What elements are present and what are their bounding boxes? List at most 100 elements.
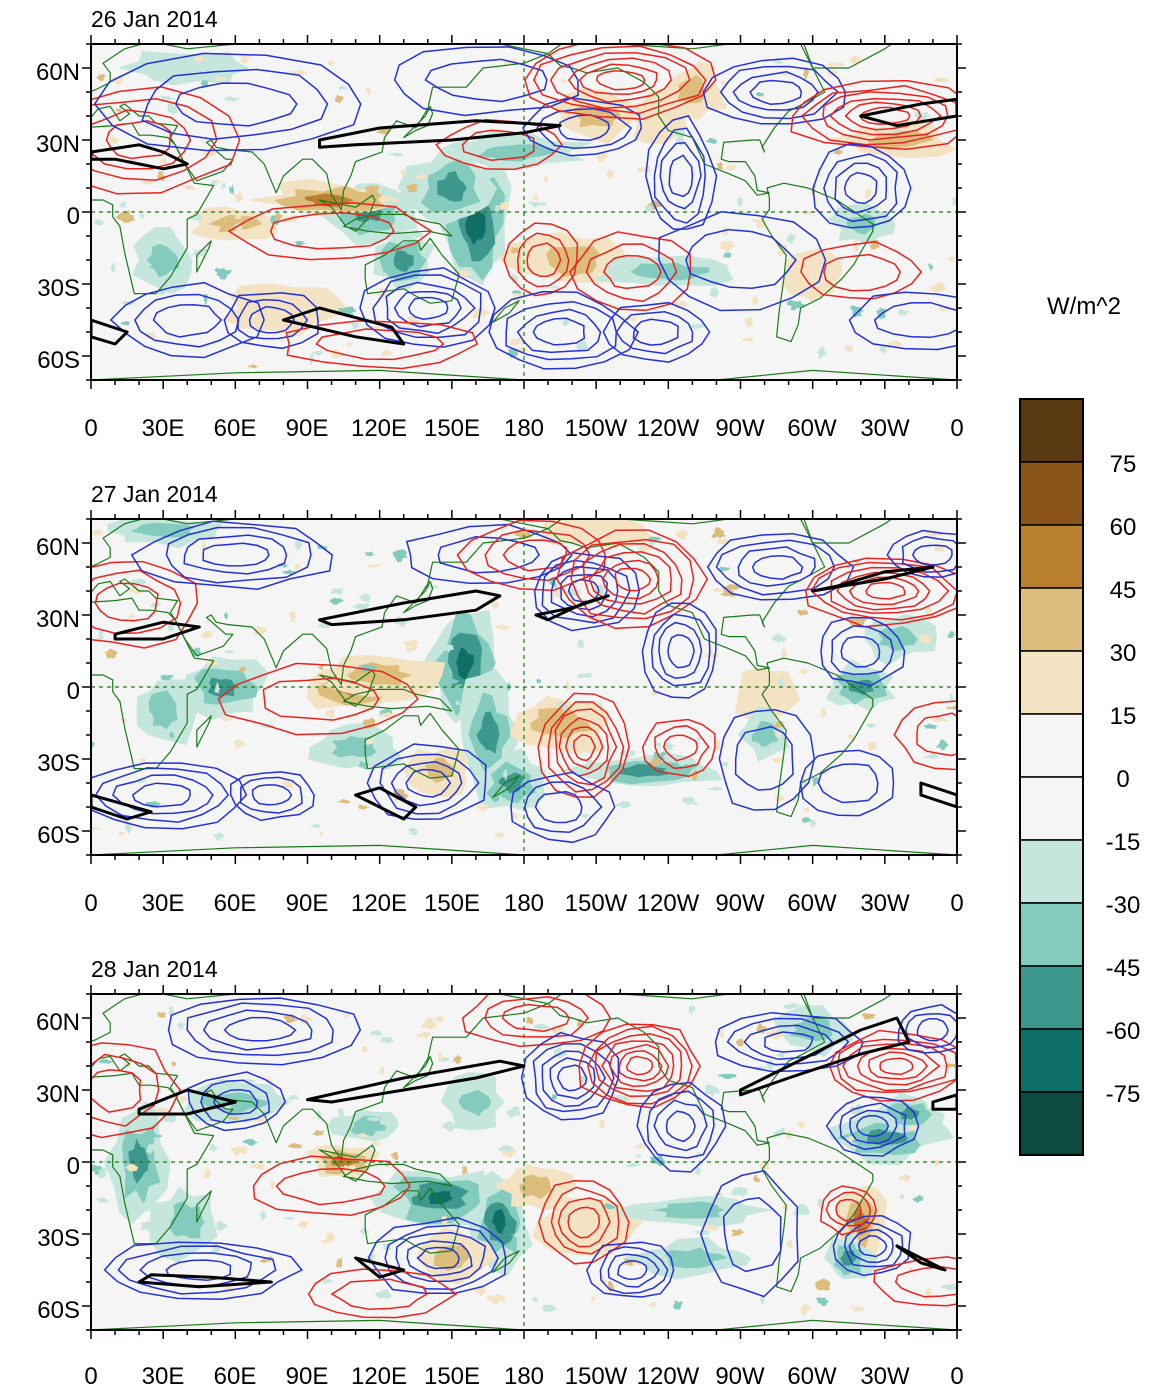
shading-speckle: [844, 1135, 855, 1143]
thick-contour: [895, 1244, 947, 1272]
colorbar-tick: 75: [1110, 451, 1137, 478]
shading-speckle: [850, 1305, 866, 1312]
negative-contour: [93, 52, 362, 152]
shading-speckle: [214, 682, 221, 694]
negative-contour: [416, 1246, 460, 1270]
shading-speckle: [383, 200, 397, 207]
axis-ticks: [82, 985, 966, 1339]
coastline: [761, 1132, 874, 1293]
negative-shading-patch: [491, 1209, 506, 1234]
shading-speckle: [497, 1144, 514, 1152]
negative-contour: [407, 296, 449, 320]
lon-label: 150W: [565, 1363, 628, 1390]
shading-speckle: [816, 346, 828, 360]
thick-contour: [739, 1016, 911, 1097]
shading-speckle: [828, 216, 836, 222]
shading-speckle: [358, 664, 378, 673]
lon-label: 90W: [715, 415, 765, 442]
positive-contour: [547, 701, 625, 793]
lon-label: 90W: [715, 890, 765, 917]
shading-speckle: [137, 1201, 149, 1213]
positive-contour: [868, 1051, 929, 1080]
positive-contour: [618, 1050, 663, 1082]
shading-speckle: [731, 1187, 748, 1197]
shading-speckle: [167, 105, 179, 115]
shading-speckle: [160, 674, 174, 681]
lon-labels: 0 30E 60E 90E 120E 150E 180 150W 120W 90…: [84, 890, 963, 917]
shading-speckle: [405, 183, 419, 194]
positive-shading-patch: [519, 1174, 552, 1200]
shading-speckle: [815, 1278, 831, 1291]
shading-speckle: [282, 569, 296, 575]
shading-speckle: [816, 1297, 829, 1307]
shading-speckle: [220, 716, 233, 722]
shading-speckle: [735, 1038, 744, 1047]
shading-speckle: [176, 1020, 185, 1031]
negative-shading-patch: [465, 206, 486, 246]
shading-speckle: [97, 1166, 108, 1179]
shading-speckle: [551, 1094, 557, 1102]
shading-speckle: [833, 148, 843, 156]
shading-speckle: [508, 337, 526, 346]
colorbar-swatch: [1019, 587, 1084, 652]
negative-contour: [855, 1114, 890, 1137]
coastline: [91, 994, 549, 1161]
negative-contour: [886, 529, 957, 578]
shading-speckle: [338, 306, 357, 317]
shading-speckle: [416, 1031, 431, 1039]
shading-speckle: [337, 1107, 345, 1118]
negative-shading-patch: [476, 144, 557, 162]
negative-contour: [799, 749, 895, 817]
positive-contour: [554, 708, 618, 786]
negative-contour: [165, 526, 312, 584]
negative-contour: [718, 708, 816, 811]
negative-contour: [719, 65, 840, 120]
lon-label: 120W: [637, 1363, 700, 1390]
shading-speckle: [705, 137, 718, 144]
shading-speckle: [878, 344, 888, 356]
shading-speckle: [827, 62, 845, 67]
lat-label-eq: 0: [67, 203, 80, 230]
shading-speckle: [320, 1278, 335, 1284]
shading-speckle: [407, 827, 418, 836]
shading-speckle: [695, 1229, 711, 1235]
shading-speckle: [380, 1036, 394, 1044]
lon-label: 150E: [424, 890, 480, 917]
coastline: [761, 182, 874, 343]
shading-speckle: [123, 1061, 132, 1068]
lon-label: 90W: [715, 1363, 765, 1390]
colorbar-swatch: [1019, 965, 1084, 1030]
negative-contour: [832, 1215, 912, 1277]
colorbar-unit: W/m^2: [1047, 293, 1121, 320]
shading-speckle: [718, 1029, 724, 1038]
shading-speckle: [208, 1143, 219, 1152]
colorbar-swatch: [1019, 839, 1084, 904]
negative-contour: [615, 311, 694, 355]
negative-contour: [817, 763, 879, 804]
shading-speckle: [803, 807, 811, 813]
negative-contour: [134, 293, 240, 348]
shading-speckle: [724, 164, 737, 171]
shading-speckle: [201, 150, 218, 157]
lon-label: 90E: [286, 415, 329, 442]
negative-contour: [840, 635, 881, 668]
positive-contour: [227, 202, 433, 261]
shading-speckle: [552, 588, 566, 598]
positive-contour: [569, 231, 692, 312]
negative-contour: [212, 1088, 259, 1116]
shading-speckle: [183, 185, 196, 191]
shading-speckle: [329, 588, 344, 595]
negative-contour: [520, 1031, 620, 1121]
shading-speckle: [952, 197, 957, 206]
shading-speckle: [651, 756, 661, 767]
shading-speckle: [400, 169, 406, 178]
lat-label-30n: 30N: [36, 131, 80, 158]
shading-speckle: [446, 678, 461, 684]
shading-speckle: [865, 741, 877, 752]
shading-speckle: [318, 665, 324, 671]
negative-contour: [395, 1231, 487, 1282]
shading-speckle: [260, 1209, 267, 1221]
shading-speckle: [395, 1191, 405, 1200]
positive-contour: [526, 242, 562, 278]
lat-label-eq: 0: [67, 1153, 80, 1180]
